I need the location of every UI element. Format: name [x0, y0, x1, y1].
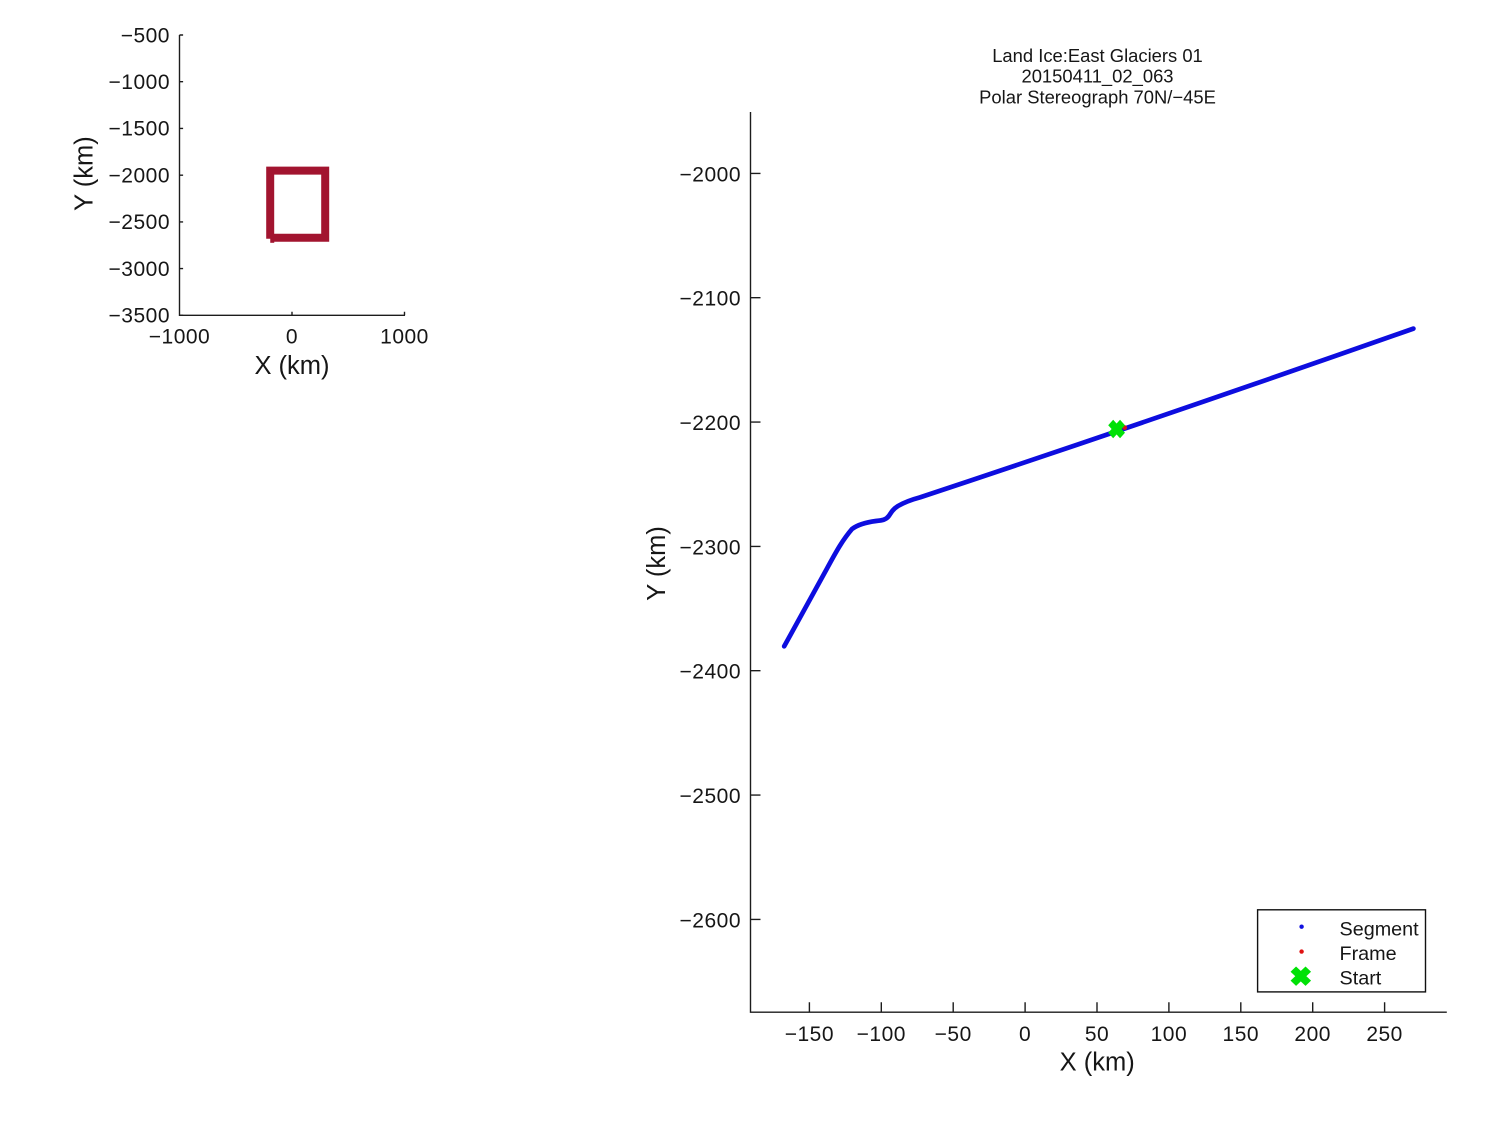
svg-text:−2200: −2200 — [680, 412, 741, 435]
svg-text:Segment: Segment — [1340, 919, 1420, 941]
svg-text:100: 100 — [1151, 1023, 1188, 1046]
svg-text:Frame: Frame — [1340, 943, 1397, 965]
svg-text:0: 0 — [1019, 1023, 1031, 1046]
svg-text:50: 50 — [1085, 1023, 1109, 1046]
svg-text:−2000: −2000 — [109, 165, 170, 188]
svg-text:Y (km): Y (km) — [643, 526, 671, 601]
svg-text:20150411_02_063: 20150411_02_063 — [1021, 66, 1173, 88]
svg-text:−2300: −2300 — [680, 536, 741, 559]
svg-text:−2500: −2500 — [109, 211, 170, 234]
svg-text:−2600: −2600 — [680, 909, 741, 932]
svg-text:0: 0 — [286, 326, 298, 349]
svg-text:Start: Start — [1340, 968, 1382, 990]
svg-text:1000: 1000 — [380, 326, 429, 349]
svg-text:250: 250 — [1366, 1023, 1403, 1046]
svg-text:−150: −150 — [785, 1023, 834, 1046]
svg-text:−50: −50 — [935, 1023, 972, 1046]
svg-text:X (km): X (km) — [1060, 1049, 1135, 1077]
svg-text:150: 150 — [1223, 1023, 1260, 1046]
svg-text:−2100: −2100 — [680, 288, 741, 311]
svg-text:Land Ice:East Glaciers 01: Land Ice:East Glaciers 01 — [992, 45, 1203, 66]
svg-text:−3500: −3500 — [109, 305, 170, 328]
svg-text:−2000: −2000 — [680, 163, 741, 186]
svg-text:Polar Stereograph 70N/−45E: Polar Stereograph 70N/−45E — [979, 87, 1216, 108]
svg-text:−500: −500 — [121, 24, 170, 47]
svg-text:X (km): X (km) — [254, 352, 329, 380]
svg-text:−1500: −1500 — [109, 118, 170, 141]
svg-text:−3000: −3000 — [109, 258, 170, 281]
svg-text:−1000: −1000 — [109, 71, 170, 94]
svg-text:200: 200 — [1294, 1023, 1331, 1046]
svg-text:−2500: −2500 — [680, 785, 741, 808]
svg-text:−2400: −2400 — [680, 661, 741, 684]
svg-text:−100: −100 — [857, 1023, 906, 1046]
svg-text:Y (km): Y (km) — [70, 136, 98, 211]
svg-text:−1000: −1000 — [149, 326, 210, 349]
